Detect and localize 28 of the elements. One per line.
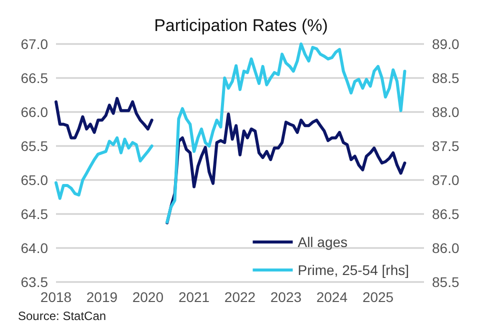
y-tick-label: 64.0 [20, 240, 48, 256]
y2-tick-label: 86.0 [432, 240, 460, 256]
y-tick-label: 65.0 [20, 172, 48, 188]
legend-label: Prime, 25-54 [rhs] [298, 262, 410, 278]
y2-tick-label: 89.0 [432, 36, 460, 52]
source-note: Source: StatCan [18, 309, 106, 323]
y2-tick-label: 88.0 [432, 104, 460, 120]
y-tick-label: 63.5 [20, 274, 48, 290]
x-tick-label: 2023 [270, 289, 302, 305]
y2-tick-label: 88.5 [432, 70, 460, 86]
y-tick-label: 66.5 [20, 70, 48, 86]
y-tick-label: 66.0 [20, 104, 48, 120]
y2-tick-label: 87.5 [432, 138, 460, 154]
x-tick-label: 2021 [178, 289, 210, 305]
x-tick-label: 2025 [362, 289, 394, 305]
x-tick-label: 2018 [40, 289, 72, 305]
x-tick-label: 2019 [86, 289, 118, 305]
x-tick-label: 2022 [224, 289, 256, 305]
x-tick-label: 2024 [316, 289, 348, 305]
legend-label: All ages [298, 234, 348, 250]
x-tick-label: 2020 [132, 289, 164, 305]
y-tick-label: 65.5 [20, 138, 48, 154]
y2-tick-label: 86.5 [432, 206, 460, 222]
chart-title: Participation Rates (%) [154, 16, 328, 35]
y-tick-label: 64.5 [20, 206, 48, 222]
y2-tick-label: 85.5 [432, 274, 460, 290]
y2-tick-label: 87.0 [432, 172, 460, 188]
y-tick-label: 67.0 [20, 36, 48, 52]
